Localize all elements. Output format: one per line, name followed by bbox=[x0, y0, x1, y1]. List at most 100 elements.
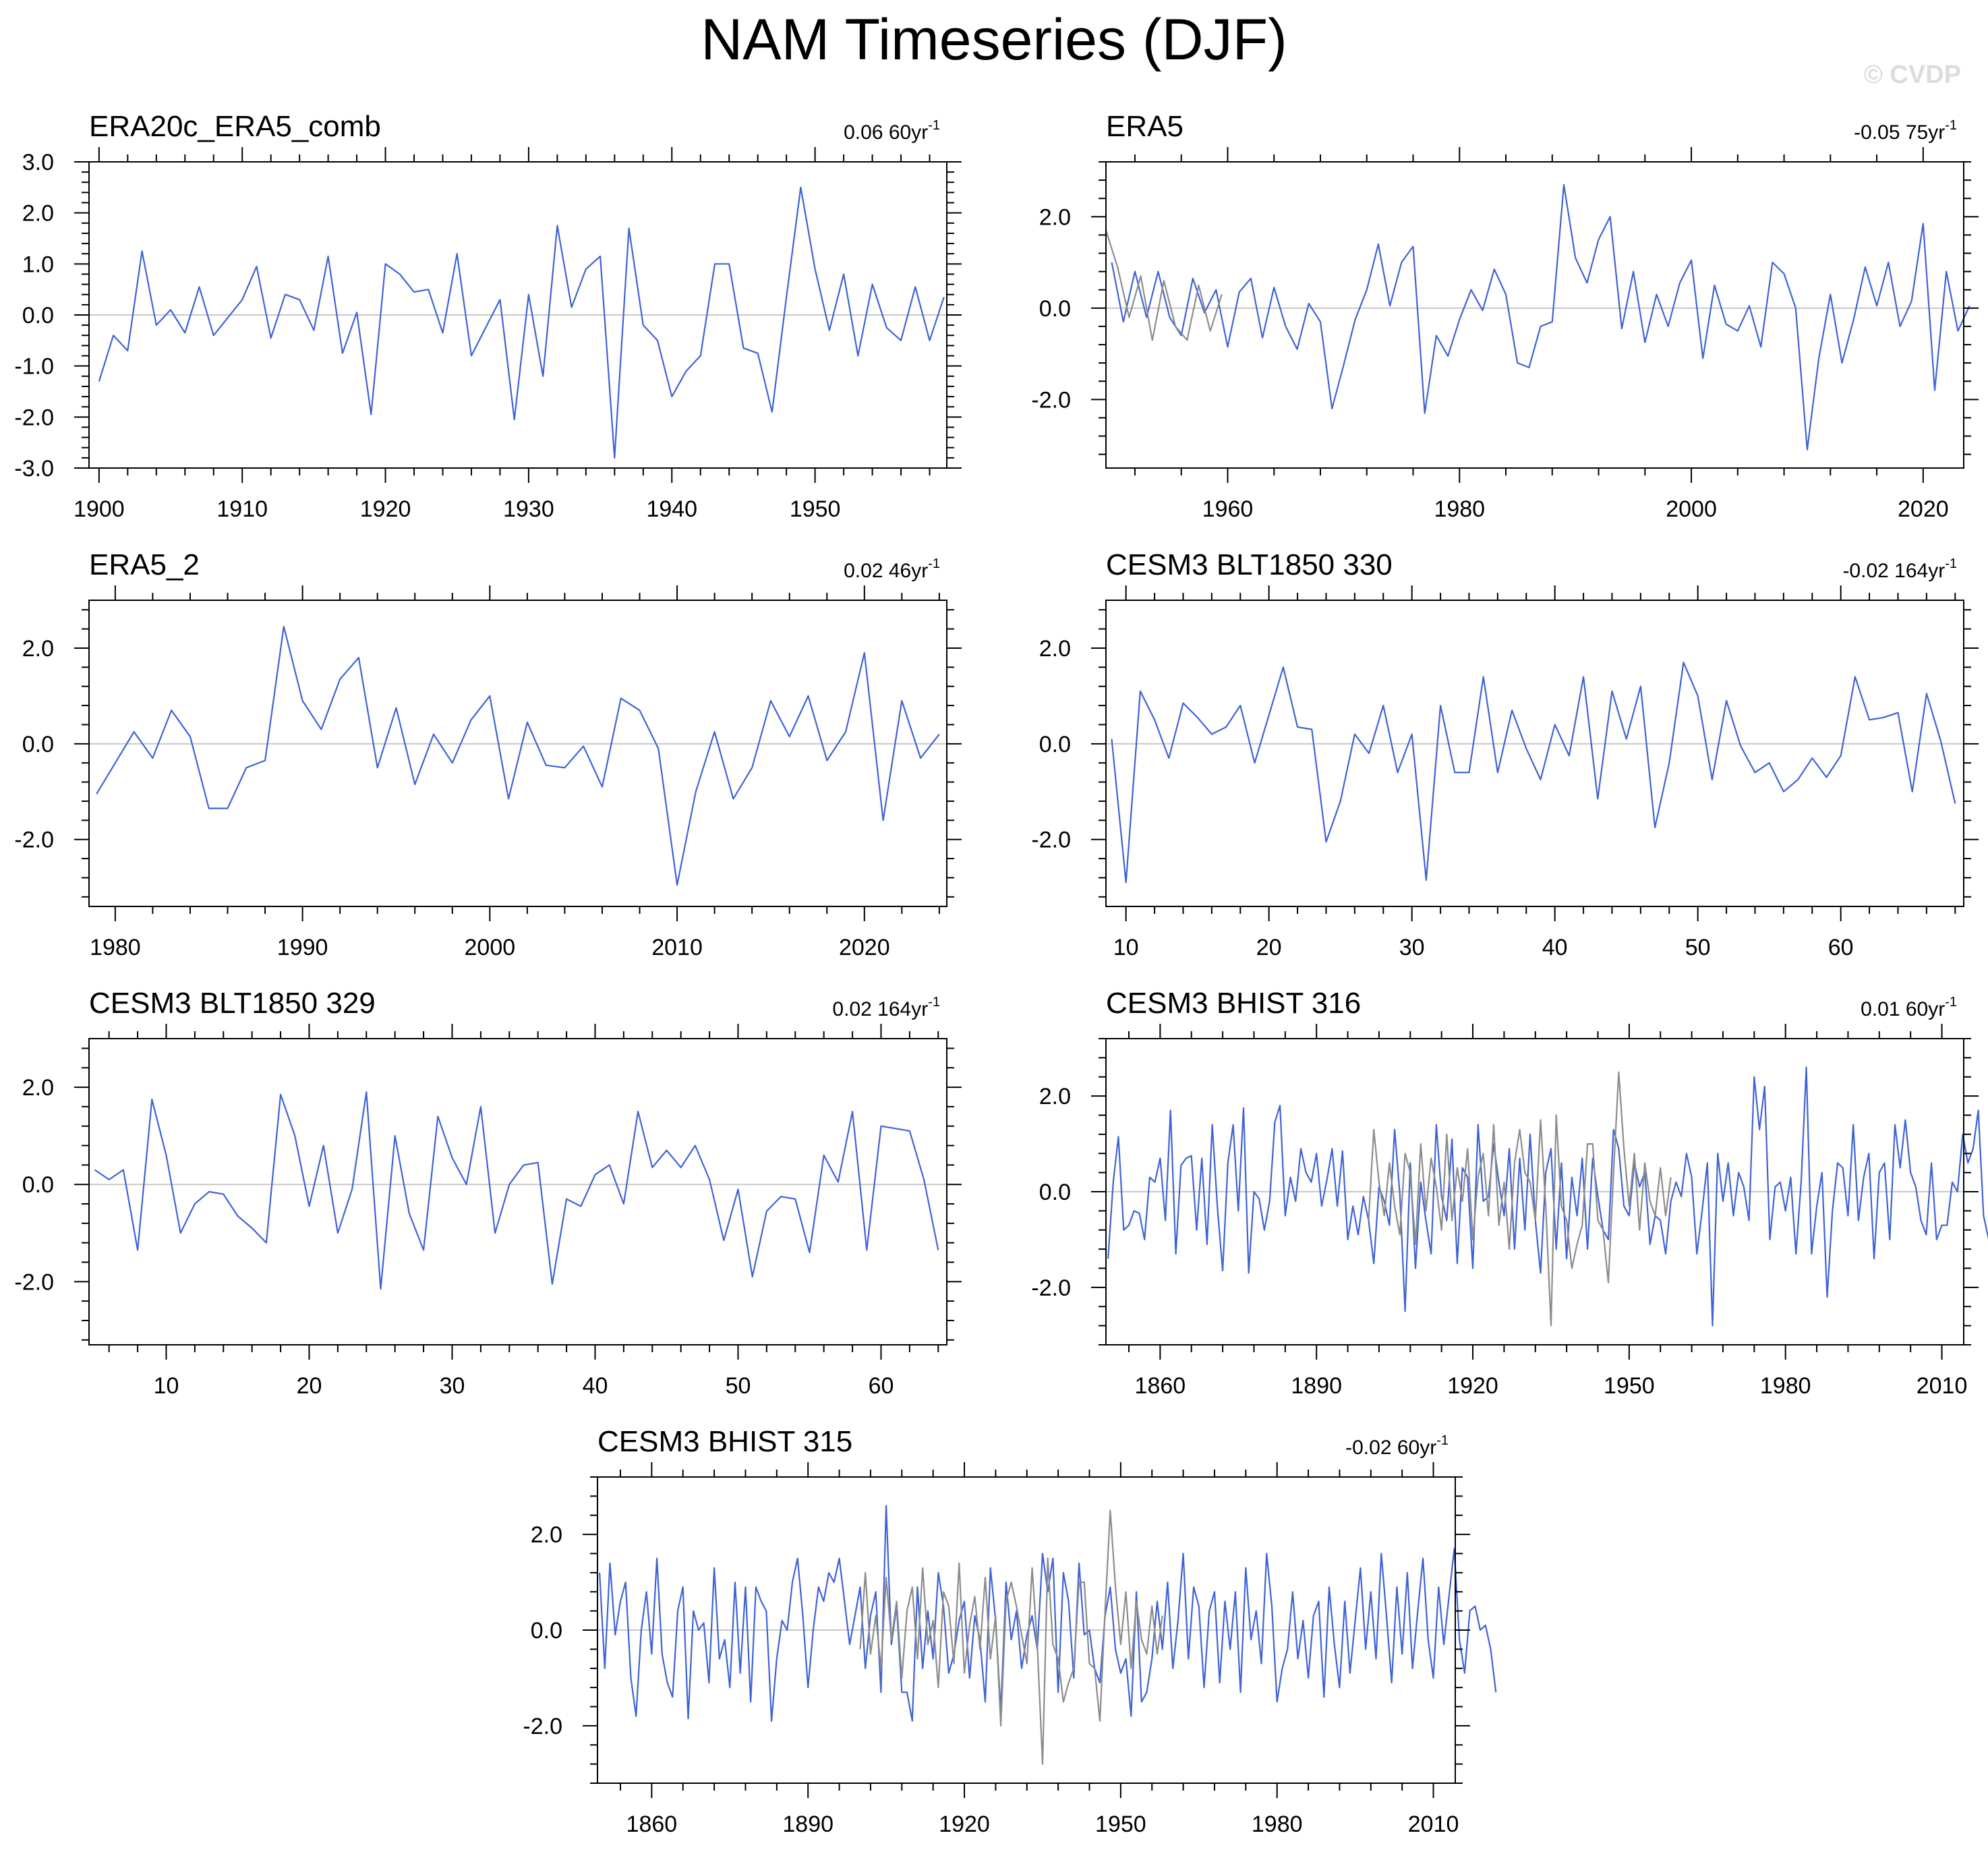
x-tick-label: 30 bbox=[440, 1373, 465, 1399]
x-tick-label: 1930 bbox=[503, 496, 554, 522]
y-tick-label: -2.0 bbox=[14, 405, 54, 430]
y-tick-label: 2.0 bbox=[22, 636, 54, 662]
panel-1: ERA20c_ERA5_comb 0.06 60yr-1 1900 1910 1920 1… bbox=[14, 110, 962, 522]
y-tick-label: -2.0 bbox=[14, 828, 54, 853]
panel-6: CESM3 BHIST 316 0.01 60yr-1 1860 1890 1920 19… bbox=[1031, 987, 1988, 1399]
y-tick-label: -2.0 bbox=[1031, 828, 1071, 853]
y-tick-label: 2.0 bbox=[1039, 636, 1071, 662]
series-line bbox=[98, 186, 945, 459]
y-tick-label: 0.0 bbox=[531, 1618, 562, 1644]
x-tick-label: 1920 bbox=[360, 496, 411, 522]
plot-frame bbox=[1105, 600, 1964, 907]
x-tick-label: 2000 bbox=[1666, 496, 1717, 522]
series-line bbox=[1111, 662, 1956, 883]
panel-4: CESM3 BLT1850 330 -0.02 164yr-1 10 20 30 40 50… bbox=[1031, 548, 1979, 960]
x-tick-label: 2010 bbox=[651, 935, 703, 960]
x-tick-label: 60 bbox=[1828, 935, 1854, 960]
trend-label: 0.02 46yr-1 bbox=[844, 556, 940, 582]
panel-title: CESM3 BLT1850 330 bbox=[1106, 548, 1393, 581]
y-tick-label: -1.0 bbox=[14, 354, 54, 380]
plot-frame bbox=[88, 1038, 947, 1345]
y-tick-label: 2.0 bbox=[531, 1522, 562, 1548]
panel-5: CESM3 BLT1850 329 0.02 164yr-1 10 20 30 40 50 6… bbox=[14, 987, 962, 1399]
x-tick-label: 10 bbox=[154, 1373, 179, 1399]
x-tick-label: 30 bbox=[1399, 935, 1425, 960]
panel-title: CESM3 BHIST 315 bbox=[597, 1425, 852, 1458]
y-tick-label: 2.0 bbox=[22, 201, 54, 227]
panel-title: ERA5 bbox=[1106, 110, 1183, 143]
y-tick-label: 2.0 bbox=[22, 1075, 54, 1101]
trend-label: -0.02 164yr-1 bbox=[1842, 556, 1957, 582]
series-line bbox=[599, 1505, 1497, 1722]
series-line bbox=[1107, 1066, 1988, 1327]
x-tick-label: 1920 bbox=[1447, 1373, 1498, 1399]
x-tick-label: 1910 bbox=[216, 496, 268, 522]
panel-3: ERA5_2 0.02 46yr-1 1980 1990 2000 2010 2020 -2.… bbox=[14, 548, 962, 960]
x-tick-label: 1950 bbox=[1095, 1812, 1146, 1837]
x-tick-label: 40 bbox=[1542, 935, 1568, 960]
x-tick-label: 2010 bbox=[1917, 1373, 1968, 1399]
y-tick-label: 0.0 bbox=[1039, 1180, 1071, 1205]
x-tick-label: 40 bbox=[583, 1373, 608, 1399]
x-tick-label: 50 bbox=[726, 1373, 751, 1399]
x-tick-label: 1920 bbox=[939, 1812, 990, 1837]
y-tick-label: 2.0 bbox=[1039, 1084, 1071, 1109]
x-tick-label: 1990 bbox=[277, 935, 328, 960]
x-tick-label: 2020 bbox=[839, 935, 890, 960]
y-tick-label: 0.0 bbox=[1039, 732, 1071, 757]
x-tick-label: 1900 bbox=[74, 496, 125, 522]
series-line bbox=[96, 625, 940, 886]
y-tick-label: -2.0 bbox=[1031, 1275, 1071, 1301]
y-tick-label: 0.0 bbox=[22, 1172, 54, 1198]
panel-title: CESM3 BHIST 316 bbox=[1106, 987, 1361, 1020]
y-tick-label: -2.0 bbox=[14, 1269, 54, 1295]
trend-label: -0.02 60yr-1 bbox=[1345, 1433, 1449, 1459]
series-line bbox=[859, 1509, 1163, 1765]
x-tick-label: 1980 bbox=[1252, 1812, 1303, 1837]
watermark: © CVDP bbox=[1863, 61, 1961, 89]
x-tick-label: 20 bbox=[297, 1373, 322, 1399]
x-tick-label: 1980 bbox=[1760, 1373, 1811, 1399]
panel-2: ERA5 -0.05 75yr-1 1960 1980 2000 2020 -2.0 0.0 2… bbox=[1031, 110, 1979, 522]
trend-label: -0.05 75yr-1 bbox=[1854, 118, 1957, 144]
panel-title: ERA5_2 bbox=[89, 548, 200, 581]
y-tick-label: 3.0 bbox=[22, 150, 54, 175]
x-tick-label: 10 bbox=[1113, 935, 1139, 960]
x-tick-label: 1860 bbox=[1135, 1373, 1186, 1399]
x-tick-label: 2010 bbox=[1408, 1812, 1459, 1837]
x-tick-label: 2020 bbox=[1898, 496, 1949, 522]
y-tick-label: 0.0 bbox=[22, 303, 54, 328]
y-tick-label: -3.0 bbox=[14, 456, 54, 482]
y-tick-label: 0.0 bbox=[22, 732, 54, 757]
x-tick-label: 1980 bbox=[1434, 496, 1485, 522]
figure-title: NAM Timeseries (DJF) bbox=[701, 7, 1287, 72]
y-tick-label: 2.0 bbox=[1039, 204, 1071, 230]
series-line bbox=[94, 1091, 939, 1290]
x-tick-label: 20 bbox=[1256, 935, 1282, 960]
x-tick-label: 1890 bbox=[1291, 1373, 1342, 1399]
x-tick-label: 1960 bbox=[1202, 496, 1254, 522]
x-tick-label: 1890 bbox=[782, 1812, 834, 1837]
panel-title: CESM3 BLT1850 329 bbox=[89, 987, 376, 1020]
trend-label: 0.02 164yr-1 bbox=[832, 995, 940, 1020]
plot-frame bbox=[1105, 161, 1964, 469]
series-line bbox=[1368, 1071, 1672, 1327]
trend-label: 0.06 60yr-1 bbox=[844, 118, 940, 144]
y-tick-label: 1.0 bbox=[22, 252, 54, 277]
x-tick-label: 1950 bbox=[790, 496, 841, 522]
series-line bbox=[1105, 230, 1223, 341]
x-tick-label: 1950 bbox=[1604, 1373, 1655, 1399]
x-tick-label: 2000 bbox=[465, 935, 516, 960]
x-tick-label: 50 bbox=[1685, 935, 1711, 960]
series-line bbox=[1111, 183, 1970, 451]
plot-frame bbox=[88, 600, 947, 907]
y-tick-label: -2.0 bbox=[1031, 387, 1071, 413]
x-tick-label: 1940 bbox=[646, 496, 697, 522]
y-tick-label: 0.0 bbox=[1039, 296, 1071, 322]
x-tick-label: 1980 bbox=[90, 935, 141, 960]
y-tick-label: -2.0 bbox=[523, 1714, 562, 1739]
x-tick-label: 60 bbox=[869, 1373, 894, 1399]
trend-label: 0.01 60yr-1 bbox=[1861, 995, 1957, 1020]
panel-7: CESM3 BHIST 315 -0.02 60yr-1 1860 1890 1920 1… bbox=[523, 1425, 1497, 1837]
